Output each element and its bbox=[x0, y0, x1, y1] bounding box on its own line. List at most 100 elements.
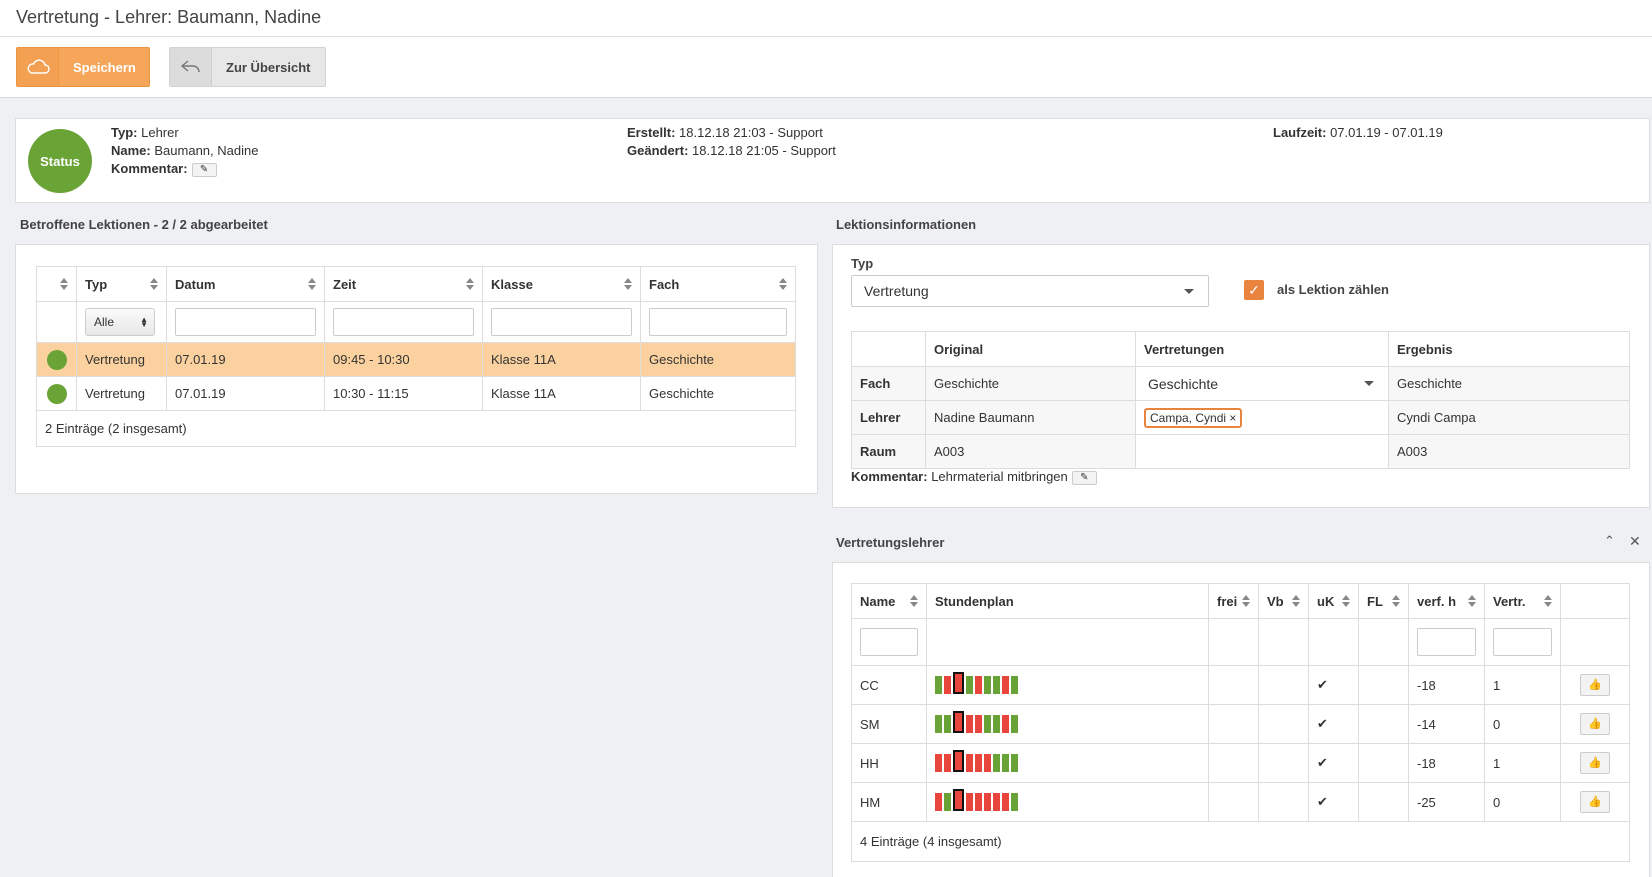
timetable-slot bbox=[1002, 754, 1009, 772]
vb-cell bbox=[1258, 704, 1309, 744]
timetable-slot bbox=[1011, 793, 1018, 811]
timetable-slots bbox=[935, 789, 1018, 811]
timetable-slot bbox=[966, 793, 973, 811]
table-row[interactable]: Vertretung 07.01.19 09:45 - 10:30 Klasse… bbox=[36, 342, 796, 377]
frei-cell bbox=[1208, 782, 1259, 822]
klasse-column-header[interactable]: Klasse bbox=[482, 266, 641, 302]
teacher-tag: Campa, Cyndi × bbox=[1144, 407, 1243, 428]
sort-icon bbox=[1544, 595, 1552, 607]
thumbs-up-icon[interactable]: 👍 bbox=[1580, 674, 1610, 696]
name-value: Baumann, Nadine bbox=[154, 143, 259, 158]
table-row[interactable]: Vertretung 07.01.19 10:30 - 11:15 Klasse… bbox=[36, 376, 796, 411]
vertr-value: 1 bbox=[1484, 743, 1561, 783]
toolbar: Speichern Zur Übersicht bbox=[0, 37, 1652, 98]
timetable-slot bbox=[944, 793, 951, 811]
typ-filter-select[interactable]: Alle ▲ ▼ bbox=[85, 308, 155, 336]
raum-vertretung-input[interactable] bbox=[1135, 434, 1389, 469]
typ-field-label: Typ bbox=[851, 256, 874, 271]
timetable-slot bbox=[975, 676, 982, 694]
verf-h-column-header[interactable]: verf. h bbox=[1408, 583, 1485, 619]
table-row[interactable]: HH ✔ -18 1 👍 bbox=[851, 743, 1630, 783]
geaendert-label: Geändert: bbox=[627, 143, 689, 158]
thumbs-up-icon[interactable]: 👍 bbox=[1580, 791, 1610, 813]
frei-cell bbox=[1208, 704, 1259, 744]
geaendert-value: 18.12.18 21:05 - Support bbox=[692, 143, 836, 158]
back-to-overview-button[interactable]: Zur Übersicht bbox=[169, 47, 326, 87]
datum-filter-input[interactable] bbox=[175, 308, 316, 336]
zeit-column-header[interactable]: Zeit bbox=[324, 266, 483, 302]
timetable-slots bbox=[935, 750, 1018, 772]
verf-h-value: -18 bbox=[1408, 665, 1485, 705]
uk-column-header[interactable]: uK bbox=[1308, 583, 1359, 619]
timetable-slot bbox=[935, 793, 942, 811]
count-as-lesson-label: als Lektion zählen bbox=[1277, 282, 1389, 297]
timetable-slot bbox=[966, 754, 973, 772]
vb-column-header[interactable]: Vb bbox=[1258, 583, 1309, 619]
table-row[interactable]: CC ✔ -18 1 👍 bbox=[851, 665, 1630, 705]
teacher-name: HH bbox=[851, 743, 927, 783]
laufzeit-value: 07.01.19 - 07.01.19 bbox=[1330, 125, 1443, 140]
uk-check-icon: ✔ bbox=[1308, 782, 1359, 822]
klasse-filter-input[interactable] bbox=[491, 308, 632, 336]
vb-cell bbox=[1258, 665, 1309, 705]
table-footer: 2 Einträge (2 insgesamt) bbox=[36, 410, 796, 447]
table-row[interactable]: SM ✔ -14 0 👍 bbox=[851, 704, 1630, 744]
timetable-slot bbox=[993, 754, 1000, 772]
fach-vertretung-select[interactable]: Geschichte bbox=[1136, 368, 1388, 400]
typ-select[interactable]: Vertretung bbox=[851, 275, 1209, 307]
remove-tag-icon[interactable]: × bbox=[1229, 410, 1237, 425]
fl-cell bbox=[1358, 782, 1409, 822]
fl-column-header[interactable]: FL bbox=[1358, 583, 1409, 619]
ergebnis-header: Ergebnis bbox=[1388, 331, 1630, 367]
timetable-slot bbox=[993, 715, 1000, 733]
kommentar-label: Kommentar: bbox=[111, 161, 188, 176]
timetable-slot bbox=[993, 793, 1000, 811]
teacher-name: SM bbox=[851, 704, 927, 744]
timetable-slot bbox=[984, 715, 991, 733]
fach-filter-input[interactable] bbox=[649, 308, 787, 336]
caret-down-icon bbox=[1184, 289, 1194, 294]
lehrer-row-label: Lehrer bbox=[851, 400, 926, 435]
fach-column-header[interactable]: Fach bbox=[640, 266, 796, 302]
table-row[interactable]: HM ✔ -25 0 👍 bbox=[851, 782, 1630, 822]
fl-cell bbox=[1358, 743, 1409, 783]
count-as-lesson-checkbox[interactable]: ✓ bbox=[1244, 280, 1264, 300]
close-icon[interactable]: ✕ bbox=[1629, 533, 1641, 549]
name-label: Name: bbox=[111, 143, 151, 158]
timetable-bar bbox=[926, 782, 1209, 822]
collapse-chevron-up-icon[interactable]: ⌃ bbox=[1604, 533, 1615, 548]
edit-lesson-comment-pencil-icon[interactable]: ✎ bbox=[1071, 470, 1097, 485]
timetable-slots bbox=[935, 672, 1018, 694]
zeit-filter-input[interactable] bbox=[333, 308, 474, 336]
vertr-filter-input[interactable] bbox=[1493, 628, 1552, 656]
status-dot-icon bbox=[46, 349, 67, 370]
vertr-column-header[interactable]: Vertr. bbox=[1484, 583, 1561, 619]
lehrer-vertretung-input[interactable]: Campa, Cyndi × bbox=[1135, 400, 1389, 435]
timetable-slot bbox=[984, 793, 991, 811]
filter-empty bbox=[36, 301, 77, 343]
timetable-slot bbox=[975, 793, 982, 811]
laufzeit-label: Laufzeit: bbox=[1273, 125, 1327, 140]
timetable-slot bbox=[935, 715, 942, 733]
datum-column-header[interactable]: Datum bbox=[166, 266, 325, 302]
sort-icon bbox=[779, 278, 787, 290]
timetable-slot bbox=[975, 754, 982, 772]
info-panel: Status Typ: Lehrer Name: Baumann, Nadine… bbox=[15, 118, 1650, 203]
name-column-header[interactable]: Name bbox=[851, 583, 927, 619]
typ-column-header[interactable]: Typ bbox=[76, 266, 167, 302]
verf-h-filter-input[interactable] bbox=[1417, 628, 1476, 656]
name-filter-input[interactable] bbox=[860, 628, 918, 656]
timetable-slot bbox=[953, 711, 964, 733]
back-label: Zur Übersicht bbox=[226, 59, 311, 75]
thumbs-up-icon[interactable]: 👍 bbox=[1580, 713, 1610, 735]
timetable-slot bbox=[953, 789, 964, 811]
frei-column-header[interactable]: frei bbox=[1208, 583, 1259, 619]
vertretungen-header: Vertretungen bbox=[1135, 331, 1389, 367]
select-column-header[interactable] bbox=[36, 266, 77, 302]
timetable-slot bbox=[1002, 676, 1009, 694]
edit-comment-pencil-icon[interactable]: ✎ bbox=[191, 162, 217, 177]
typ-label: Typ: bbox=[111, 125, 138, 140]
save-button[interactable]: Speichern bbox=[16, 47, 150, 87]
thumbs-up-icon[interactable]: 👍 bbox=[1580, 752, 1610, 774]
fl-cell bbox=[1358, 665, 1409, 705]
